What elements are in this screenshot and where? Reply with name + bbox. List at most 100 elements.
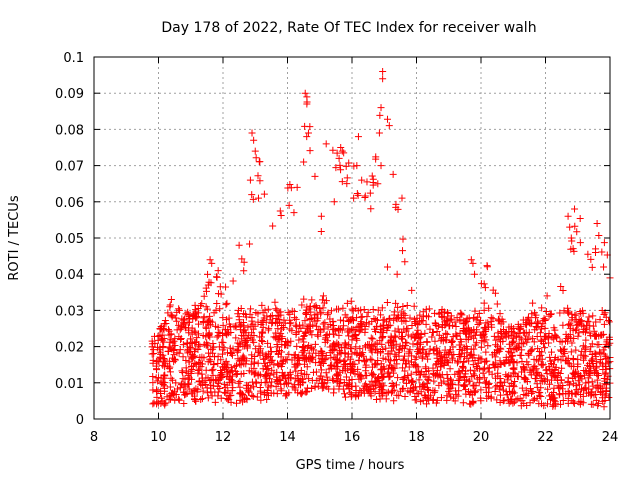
data-point bbox=[309, 321, 317, 329]
data-point bbox=[223, 316, 231, 324]
data-point bbox=[384, 350, 392, 358]
data-point bbox=[189, 353, 197, 361]
data-point bbox=[168, 392, 176, 400]
data-point bbox=[175, 306, 183, 314]
data-point bbox=[219, 314, 227, 322]
data-point bbox=[530, 355, 538, 363]
data-point bbox=[175, 305, 183, 313]
data-point bbox=[437, 335, 445, 343]
data-point bbox=[507, 331, 515, 339]
data-point bbox=[466, 391, 474, 399]
data-point bbox=[399, 356, 407, 364]
data-point bbox=[533, 318, 541, 326]
data-point bbox=[306, 147, 314, 155]
data-point bbox=[574, 320, 582, 328]
data-point bbox=[202, 374, 210, 382]
data-point bbox=[339, 385, 347, 393]
data-point bbox=[462, 386, 470, 394]
data-point bbox=[347, 365, 355, 373]
data-point bbox=[172, 314, 180, 322]
data-point bbox=[195, 341, 203, 349]
data-point bbox=[307, 308, 315, 316]
data-point bbox=[309, 368, 317, 376]
data-point bbox=[533, 333, 541, 341]
data-point bbox=[527, 371, 535, 379]
data-point bbox=[494, 372, 502, 380]
data-point bbox=[254, 349, 262, 357]
data-point bbox=[318, 296, 326, 304]
data-point bbox=[538, 304, 546, 312]
data-point bbox=[353, 336, 361, 344]
data-point bbox=[316, 326, 324, 334]
data-point bbox=[562, 330, 570, 338]
data-point bbox=[341, 393, 349, 401]
data-point bbox=[537, 384, 545, 392]
data-point bbox=[485, 304, 493, 312]
data-point bbox=[210, 361, 218, 369]
data-point bbox=[503, 391, 511, 399]
data-point bbox=[524, 313, 532, 321]
data-point bbox=[191, 360, 199, 368]
data-point bbox=[194, 385, 202, 393]
data-point bbox=[293, 183, 301, 191]
data-point bbox=[496, 344, 504, 352]
data-point bbox=[423, 400, 431, 408]
data-point bbox=[190, 386, 198, 394]
data-point bbox=[400, 355, 408, 363]
data-point bbox=[308, 296, 316, 304]
data-point bbox=[443, 316, 451, 324]
data-point bbox=[367, 334, 375, 342]
data-point bbox=[455, 387, 463, 395]
data-point bbox=[555, 384, 563, 392]
data-point bbox=[294, 355, 302, 363]
data-point bbox=[374, 349, 382, 357]
chart-title: Day 178 of 2022, Rate Of TEC Index for r… bbox=[161, 20, 536, 36]
data-point bbox=[481, 364, 489, 372]
data-point bbox=[254, 194, 262, 202]
data-point bbox=[153, 387, 161, 395]
data-point bbox=[596, 316, 604, 324]
data-point bbox=[222, 330, 230, 338]
data-point bbox=[194, 345, 202, 353]
data-point bbox=[405, 350, 413, 358]
data-point bbox=[411, 361, 419, 368]
data-point bbox=[338, 344, 346, 352]
data-point bbox=[330, 330, 338, 338]
data-point bbox=[220, 380, 228, 388]
data-point bbox=[195, 330, 203, 338]
data-point bbox=[582, 336, 590, 344]
data-point bbox=[560, 307, 568, 315]
data-point bbox=[491, 353, 499, 361]
data-point bbox=[493, 300, 501, 308]
data-point bbox=[357, 313, 365, 321]
data-point bbox=[340, 390, 348, 398]
data-point bbox=[527, 320, 535, 328]
data-point bbox=[356, 349, 364, 357]
data-point bbox=[394, 205, 402, 213]
data-point bbox=[413, 314, 421, 322]
data-point bbox=[560, 345, 568, 353]
data-point bbox=[346, 389, 354, 397]
data-point bbox=[460, 317, 468, 325]
data-point bbox=[372, 360, 380, 368]
data-point bbox=[580, 354, 588, 362]
data-point bbox=[301, 344, 309, 352]
data-point bbox=[259, 338, 267, 346]
data-point bbox=[319, 320, 327, 328]
data-point bbox=[572, 382, 580, 390]
data-point bbox=[508, 356, 516, 364]
data-point bbox=[562, 390, 570, 398]
data-point bbox=[188, 390, 196, 398]
data-point bbox=[402, 338, 410, 346]
data-point bbox=[229, 384, 237, 392]
data-point bbox=[426, 345, 434, 353]
data-point bbox=[579, 307, 587, 315]
data-point bbox=[304, 129, 312, 137]
data-point bbox=[384, 370, 392, 378]
data-point bbox=[502, 387, 510, 395]
data-point bbox=[584, 318, 592, 326]
data-point bbox=[500, 325, 508, 333]
data-point bbox=[590, 327, 598, 335]
data-point bbox=[544, 400, 552, 408]
data-point bbox=[286, 181, 294, 189]
